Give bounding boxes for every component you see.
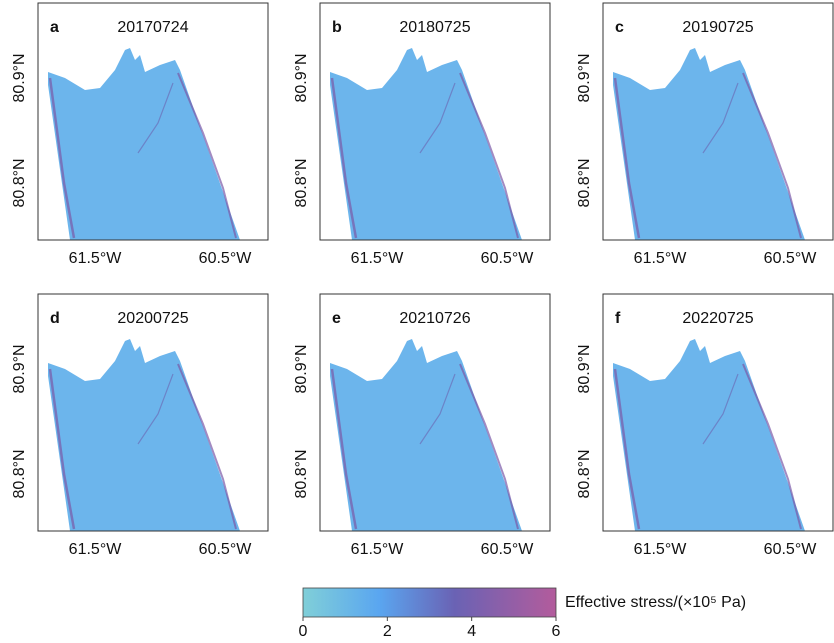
lat-label: 80.9°N bbox=[576, 344, 593, 393]
panel-date: 20190725 bbox=[682, 19, 753, 36]
lat-label: 80.9°N bbox=[293, 53, 310, 102]
lat-label: 80.8°N bbox=[293, 158, 310, 207]
stress-streak bbox=[419, 373, 456, 445]
stress-streak bbox=[48, 77, 76, 239]
colorbar-tick-label: 6 bbox=[552, 623, 561, 640]
map-frame bbox=[37, 293, 269, 532]
lon-label: 61.5°W bbox=[69, 541, 123, 558]
colorbar-tick-label: 2 bbox=[383, 623, 392, 640]
stress-streak bbox=[459, 72, 519, 239]
stress-streak bbox=[137, 82, 174, 154]
colorbar bbox=[302, 587, 557, 618]
stress-streak bbox=[613, 368, 641, 530]
lat-label: 80.8°N bbox=[576, 449, 593, 498]
colorbar-label: Effective stress/(×10⁵ Pa) bbox=[565, 594, 746, 611]
lon-label: 60.5°W bbox=[481, 250, 535, 267]
stress-streak bbox=[177, 72, 237, 239]
lat-label: 80.9°N bbox=[11, 344, 28, 393]
lon-label: 60.5°W bbox=[481, 541, 535, 558]
colorbar-tick-label: 0 bbox=[299, 623, 308, 640]
stress-streak bbox=[137, 373, 174, 445]
lat-label: 80.9°N bbox=[11, 53, 28, 102]
panel-letter: f bbox=[615, 310, 621, 327]
lon-label: 61.5°W bbox=[634, 250, 688, 267]
panel-date: 20210726 bbox=[399, 310, 470, 327]
panel-date: 20200725 bbox=[117, 310, 188, 327]
stress-streak bbox=[742, 363, 802, 530]
map-frame bbox=[602, 2, 834, 241]
lat-label: 80.9°N bbox=[576, 53, 593, 102]
panel-letter: c bbox=[615, 19, 624, 36]
stress-streak bbox=[459, 363, 519, 530]
map-panel: e 20210726 80.9°N 80.8°N 61.5°W 60.5°W bbox=[293, 293, 551, 558]
lat-label: 80.8°N bbox=[576, 158, 593, 207]
panel-letter: a bbox=[50, 19, 59, 36]
map-panel: b 20180725 80.9°N 80.8°N 61.5°W 60.5°W bbox=[293, 2, 551, 267]
stress-streak bbox=[419, 82, 456, 154]
lon-label: 61.5°W bbox=[351, 541, 405, 558]
map-panel: f 20220725 80.9°N 80.8°N 61.5°W 60.5°W bbox=[576, 293, 834, 558]
lat-label: 80.8°N bbox=[293, 449, 310, 498]
stress-streak bbox=[177, 363, 237, 530]
map-panel: c 20190725 80.9°N 80.8°N 61.5°W 60.5°W bbox=[576, 2, 834, 267]
panel-date: 20180725 bbox=[399, 19, 470, 36]
panel-letter: d bbox=[50, 310, 60, 327]
lat-label: 80.8°N bbox=[11, 158, 28, 207]
panel-letter: e bbox=[332, 310, 341, 327]
map-frame bbox=[319, 293, 551, 532]
stress-streak bbox=[702, 82, 739, 154]
stress-streak bbox=[613, 77, 641, 239]
colorbar-tick-label: 4 bbox=[467, 623, 476, 640]
lon-label: 60.5°W bbox=[764, 250, 818, 267]
panel-date: 20170724 bbox=[117, 19, 188, 36]
panel-date: 20220725 bbox=[682, 310, 753, 327]
lon-label: 60.5°W bbox=[764, 541, 818, 558]
map-frame bbox=[319, 2, 551, 241]
map-panel: a 20170724 80.9°N 80.8°N 61.5°W 60.5°W bbox=[11, 2, 269, 267]
stress-streak bbox=[330, 77, 358, 239]
lon-label: 61.5°W bbox=[69, 250, 123, 267]
lon-label: 61.5°W bbox=[351, 250, 405, 267]
map-frame bbox=[37, 2, 269, 241]
lon-label: 61.5°W bbox=[634, 541, 688, 558]
stress-streak bbox=[330, 368, 358, 530]
lat-label: 80.9°N bbox=[293, 344, 310, 393]
stress-streak bbox=[742, 72, 802, 239]
lon-label: 60.5°W bbox=[199, 250, 253, 267]
map-panel: d 20200725 80.9°N 80.8°N 61.5°W 60.5°W bbox=[11, 293, 269, 558]
lon-label: 60.5°W bbox=[199, 541, 253, 558]
stress-streak bbox=[48, 368, 76, 530]
map-frame bbox=[602, 293, 834, 532]
stress-streak bbox=[702, 373, 739, 445]
panel-letter: b bbox=[332, 19, 342, 36]
lat-label: 80.8°N bbox=[11, 449, 28, 498]
